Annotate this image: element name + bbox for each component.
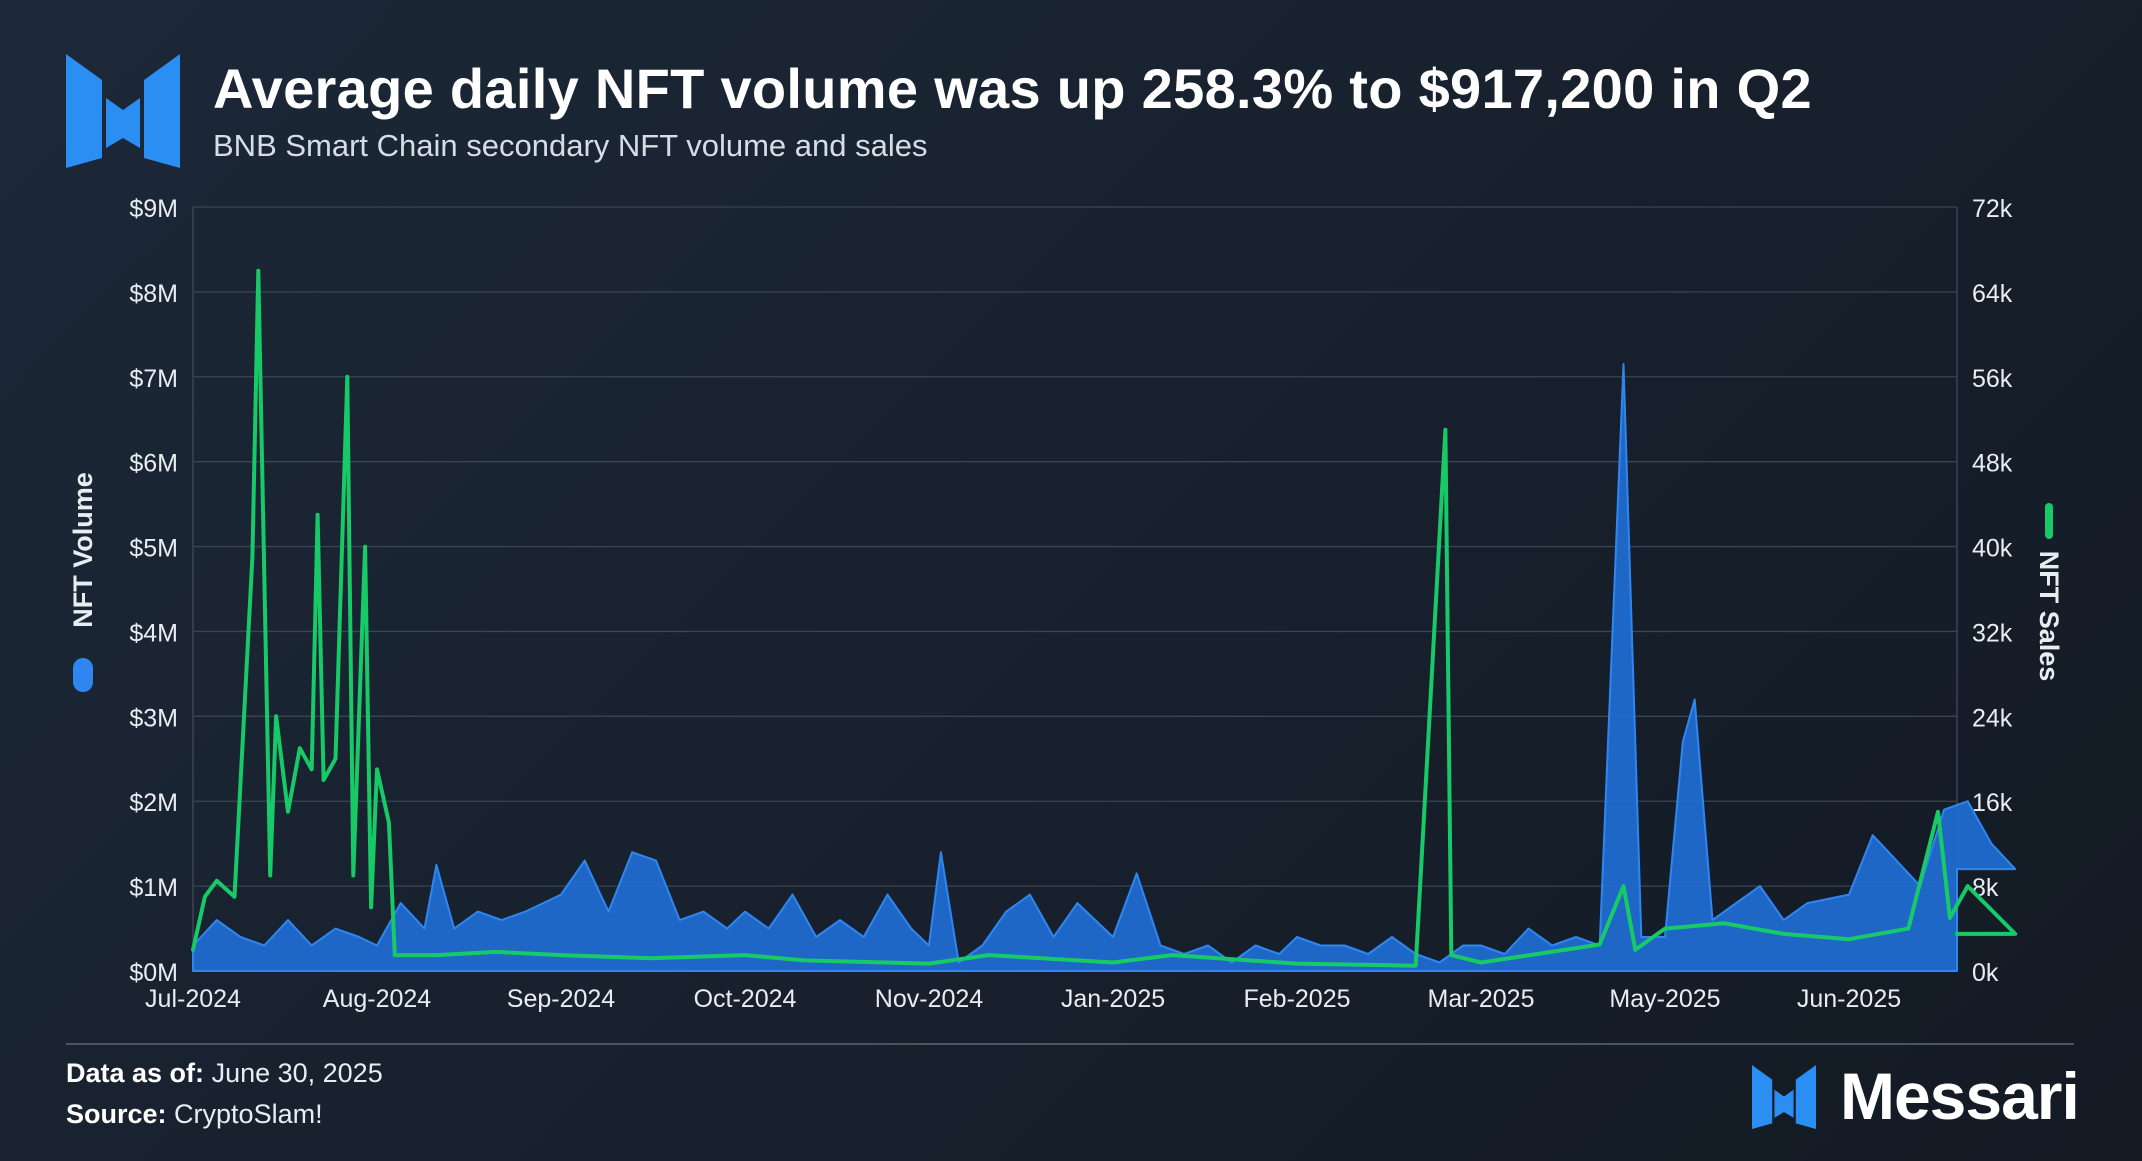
series-nft-sales-line — [191, 268, 2018, 968]
y-left-tick-label: $2M — [129, 789, 178, 817]
y-right-tick-label: 56k — [1972, 365, 2013, 393]
data-as-of-value: June 30, 2025 — [211, 1058, 383, 1088]
data-as-of-label: Data as of: — [66, 1058, 205, 1088]
x-tick-label: Oct-2024 — [694, 985, 797, 1013]
x-tick-label: Nov-2024 — [875, 985, 983, 1013]
x-tick-label: Jul-2024 — [145, 985, 241, 1013]
y-right-tick-label: 16k — [1972, 789, 2013, 817]
brand-name: Messari — [1840, 1059, 2080, 1133]
data-as-of: Data as of: June 30, 2025 — [66, 1058, 383, 1089]
footer-divider — [66, 1043, 2074, 1045]
brand-logo: Messari — [1752, 1059, 2082, 1133]
y-left-tick-label: $5M — [129, 535, 178, 563]
x-tick-label: Jun-2025 — [1797, 985, 1901, 1013]
x-tick-label: Sep-2024 — [507, 985, 616, 1013]
messari-brand-mark-icon — [1752, 1065, 1816, 1129]
source-value: CryptoSlam! — [174, 1099, 323, 1129]
series-nft-volume-area — [192, 363, 2017, 972]
x-tick-label: May-2025 — [1609, 985, 1720, 1013]
y-left-tick-label: $9M — [129, 195, 178, 223]
y-left-tick-label: $3M — [129, 704, 178, 732]
y-right-axis-label: NFT Sales — [2034, 551, 2064, 682]
x-tick-label: Mar-2025 — [1428, 985, 1535, 1013]
y-right-tick-label: 0k — [1972, 959, 1999, 987]
x-tick-label: Jan-2025 — [1061, 985, 1165, 1013]
legend-marker-nft-volume — [73, 658, 93, 692]
y-right-tick-label: 48k — [1972, 450, 2013, 478]
y-left-tick-label: $6M — [129, 450, 178, 478]
source-label: Source: — [66, 1099, 167, 1129]
y-left-tick-label: $8M — [129, 280, 178, 308]
source-line: Source: CryptoSlam! — [66, 1099, 323, 1130]
y-left-tick-label: $0M — [129, 959, 178, 987]
messari-logo-icon — [66, 54, 180, 168]
x-tick-label: Aug-2024 — [323, 985, 432, 1013]
y-left-tick-label: $4M — [129, 619, 178, 647]
y-right-tick-label: 72k — [1972, 195, 2013, 223]
chart-title: Average daily NFT volume was up 258.3% t… — [213, 57, 1812, 120]
y-right-tick-label: 64k — [1972, 280, 2013, 308]
chart-subtitle: BNB Smart Chain secondary NFT volume and… — [213, 128, 928, 163]
y-right-tick-label: 40k — [1972, 535, 2013, 563]
chart-area: $0M 0k $1M 8k $2M 16k $3M 24k $4M 32k $5M 40k $6M 48k… — [68, 195, 2064, 1013]
y-right-tick-label: 32k — [1972, 619, 2013, 647]
y-right-tick-label: 8k — [1972, 874, 1999, 902]
y-left-axis-label: NFT Volume — [68, 472, 98, 628]
y-right-tick-label: 24k — [1972, 704, 2013, 732]
x-tick-label: Feb-2025 — [1243, 985, 1350, 1013]
y-left-tick-label: $7M — [129, 365, 178, 393]
y-left-tick-label: $1M — [129, 874, 178, 902]
legend-marker-nft-sales — [2045, 503, 2053, 539]
